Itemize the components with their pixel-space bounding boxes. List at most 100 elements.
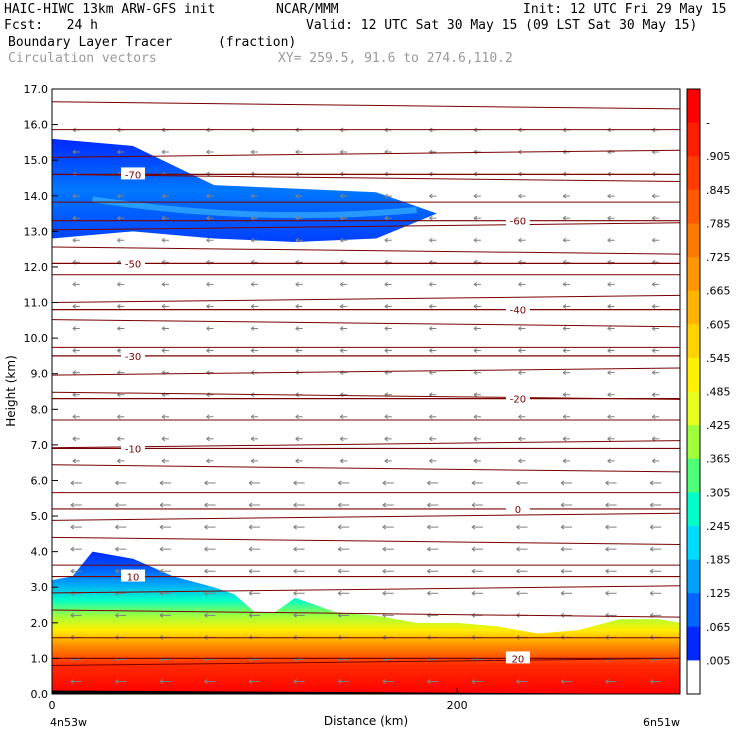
vector-arrowhead [204,568,208,574]
vector-arrowhead [562,215,567,221]
vector-arrowhead [518,436,522,442]
vector-arrowhead [429,193,433,199]
vector-arrowhead [560,679,565,684]
vector-arrowhead [293,612,297,618]
contour-label: 10 [127,573,140,584]
vector-arrowhead [250,458,255,464]
contour-label-bg [121,569,146,582]
vector-arrowhead [607,436,611,442]
vector-arrowhead [72,281,77,287]
vector-arrowhead [471,546,476,552]
vector-arrowhead [651,281,656,287]
vector-arrowhead [429,348,433,353]
vector-arrowhead [429,215,433,221]
vector-arrowhead [607,326,611,331]
vector-arrowhead [382,480,387,486]
vector-arrowhead [562,348,567,353]
vector-arrowhead [562,326,567,331]
vector-arrowhead [429,326,433,331]
vector-arrowhead [337,679,342,684]
vector-arrowhead [204,524,208,530]
vector-arrowhead [607,237,611,243]
vector-arrowhead [159,546,164,552]
vector-arrowhead [605,679,609,684]
vector-arrowhead [250,326,255,331]
colorbar-label: .005 [706,654,731,667]
y-tick-label: 7.0 [31,439,49,452]
vector-arrowhead [72,149,77,155]
plot-frame [51,88,681,695]
colorbar-label: .485 [706,386,731,399]
vector-arrowhead [70,546,75,552]
valid-time: Valid: 12 UTC Sat 30 May 15 (09 LST Sat … [306,18,698,33]
colorbar-label: .785 [706,217,731,230]
vector-arrowhead [427,590,431,596]
vector-arrowhead [115,679,119,684]
vector-arrowhead [518,348,522,353]
vector-arrowhead [605,502,609,508]
vector-arrowhead [429,436,433,442]
vector-arrowhead [161,149,166,155]
vector-arrowhead [115,612,119,618]
vector-arrowhead [117,193,121,199]
vector-arrowhead [339,326,344,331]
isotherm [52,657,680,667]
vector-arrowhead [117,281,121,287]
vector-arrowhead [117,215,121,221]
vector-arrowhead [560,568,565,574]
vector-arrowhead [295,414,299,420]
vector-arrowhead [607,414,611,420]
colorbar-swatch [687,660,700,695]
vector-arrowhead [159,524,164,530]
vector-arrowhead [473,414,478,420]
colorbar-label: .125 [706,587,731,600]
y-tick-label: 14.0 [24,190,49,203]
vector-arrowhead [649,546,654,552]
vector-arrowhead [248,502,253,508]
vector-arrowhead [337,568,342,574]
vector-arrowhead [562,436,567,442]
vector-arrowhead [384,326,389,331]
contour-label: -70 [125,170,141,181]
vector-arrowhead [473,215,478,221]
vector-arrowhead [72,392,77,398]
vector-arrowhead [605,590,609,596]
vector-arrowhead [516,568,520,574]
vector-arrowhead [295,304,299,309]
colorbar-label: .545 [706,352,731,365]
vector-arrowhead [382,568,387,574]
y-tick-label: 9.0 [31,368,49,381]
vector-arrowhead [518,326,522,331]
vector-arrowhead [607,281,611,287]
vector-arrowhead [72,436,77,442]
vector-arrowhead [70,502,75,508]
vector-arrowhead [295,281,299,287]
vector-arrowhead [295,348,299,353]
vector-arrowhead [250,149,255,155]
vector-arrowhead [562,237,567,243]
x-start-label: 4n53w [50,716,87,729]
vector-arrowhead [72,458,77,464]
y-tick-label: 3.0 [31,581,49,594]
vector-arrowhead [295,193,299,199]
vector-arrowhead [384,237,389,243]
vector-arrowhead [248,590,253,596]
vector-arrowhead [607,458,611,464]
vector-arrowhead [473,348,478,353]
vector-arrowhead [473,304,478,309]
x-axis-title: Distance (km) [324,714,408,728]
colorbar-swatch [687,324,700,359]
contour-label-bg [505,501,530,514]
vector-arrowhead [607,193,611,199]
colorbar-swatch [687,525,700,561]
colorbar-swatch [687,156,700,191]
vector-arrowhead [339,304,344,309]
vector-arrowhead [159,679,164,684]
vector-arrowhead [605,480,609,486]
y-tick-label: 13.0 [24,225,49,238]
colorbar-swatch [687,626,700,661]
cross-section-coords: XY= 259.5, 91.6 to 274.6,110.2 [278,51,513,66]
y-tick-label: 10.0 [24,332,49,345]
vector-arrowhead [337,590,342,596]
